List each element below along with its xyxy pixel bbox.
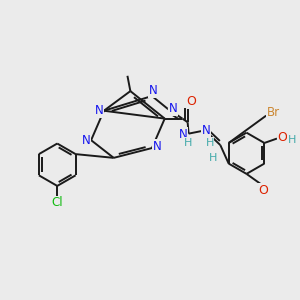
Text: H: H (209, 153, 218, 163)
Text: H: H (206, 138, 214, 148)
Text: N: N (153, 140, 162, 153)
Text: H: H (184, 138, 192, 148)
Text: N: N (202, 124, 211, 137)
Text: O: O (186, 95, 196, 108)
Text: N: N (149, 84, 158, 97)
Text: Cl: Cl (51, 196, 63, 209)
Text: O: O (258, 184, 268, 197)
Text: N: N (95, 104, 104, 117)
Text: O: O (277, 130, 287, 144)
Text: Br: Br (267, 106, 280, 118)
Text: H: H (287, 135, 296, 145)
Text: N: N (179, 128, 188, 141)
Text: N: N (169, 102, 177, 115)
Text: N: N (81, 134, 90, 147)
